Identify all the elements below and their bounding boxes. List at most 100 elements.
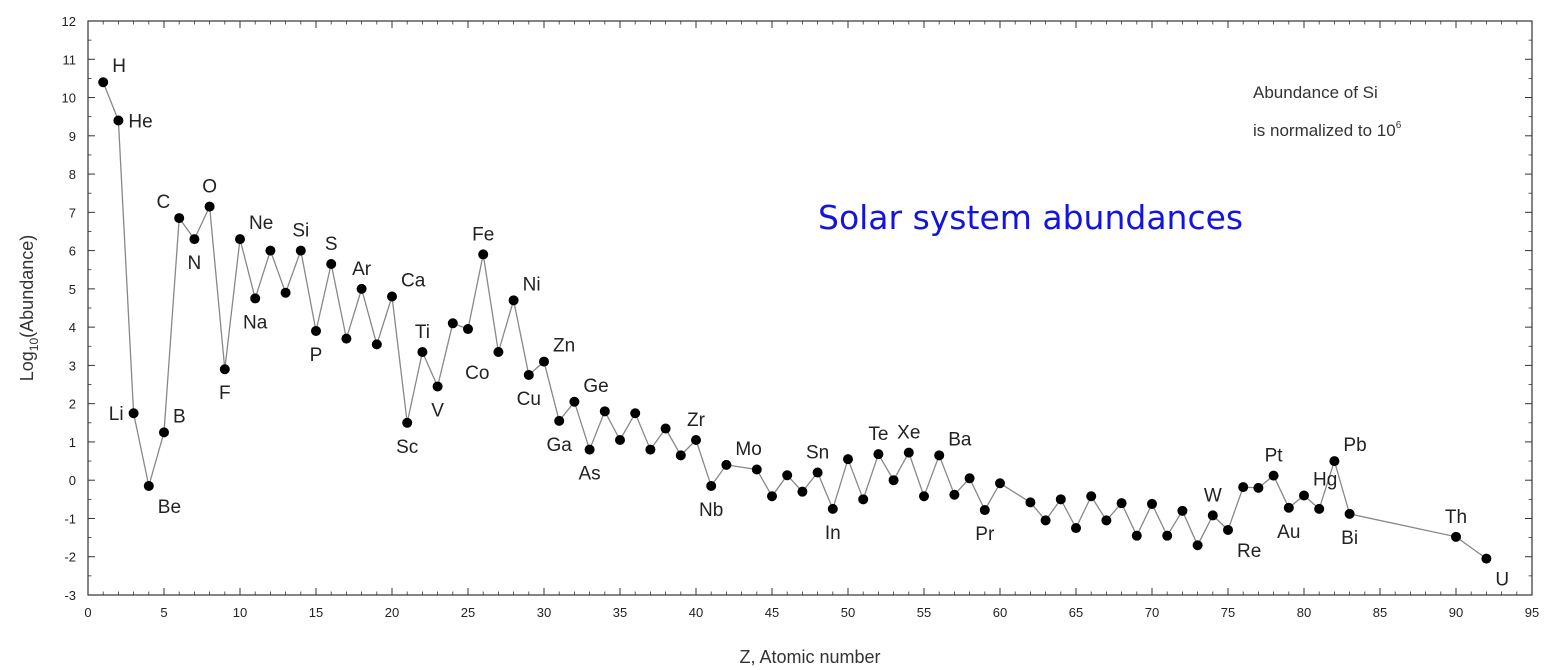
y-tick-label: 12 [62, 14, 76, 29]
data-point [341, 333, 352, 344]
data-point [1162, 530, 1173, 541]
data-point [539, 356, 549, 367]
element-label: Hg [1313, 470, 1337, 491]
data-point [189, 234, 200, 245]
x-tick-label: 15 [309, 605, 323, 620]
data-point [128, 408, 139, 419]
data-point [265, 245, 276, 256]
data-point [143, 480, 154, 491]
data-point [1131, 530, 1142, 541]
x-tick-labels: 0 5 10 15 20 25 30 35 40 45 50 55 60 65 70 75 80 85 90 95 [84, 605, 1539, 620]
data-point [584, 444, 595, 455]
data-point [934, 450, 945, 461]
data-point [1238, 482, 1249, 493]
data-point [1283, 502, 1294, 513]
x-tick-label: 70 [1145, 605, 1159, 620]
element-label: Cu [517, 389, 541, 410]
x-tick-label: 20 [385, 605, 399, 620]
normalization-note-line1: Abundance of Si [1253, 83, 1378, 102]
element-label: Pt [1265, 446, 1284, 467]
y-tick-label: 8 [69, 167, 76, 182]
data-point [113, 115, 124, 126]
y-tick-label: 9 [69, 129, 76, 144]
data-point [964, 473, 975, 484]
normalization-note-main: is normalized to 10 [1253, 121, 1396, 140]
element-label: Ge [583, 376, 608, 397]
x-tick-label: 0 [84, 605, 91, 620]
y-axis-title: Log10(Abundance) [17, 235, 41, 381]
data-point [1071, 523, 1081, 534]
data-point [1344, 508, 1355, 519]
data-point [1223, 524, 1233, 535]
data-point [706, 480, 717, 491]
data-point [691, 435, 701, 446]
element-label: Re [1237, 541, 1261, 562]
element-label: C [156, 192, 170, 213]
element-label: Sc [396, 437, 418, 458]
data-point [432, 381, 443, 392]
element-label: S [325, 234, 338, 255]
data-point [660, 423, 671, 434]
x-tick-label: 80 [1297, 605, 1311, 620]
data-point [447, 318, 458, 329]
data-point [888, 475, 899, 486]
data-point [995, 478, 1005, 489]
data-point [508, 295, 519, 306]
data-point [858, 494, 869, 505]
data-point [204, 201, 215, 212]
data-point [417, 347, 428, 358]
data-point [371, 339, 382, 350]
data-point [767, 491, 777, 502]
x-tick-label: 30 [537, 605, 551, 620]
x-tick-label: 40 [689, 605, 703, 620]
y-tick-label: 3 [69, 358, 76, 373]
data-point [569, 396, 580, 407]
data-point [311, 325, 321, 336]
element-label: Li [109, 404, 124, 425]
x-axis-title: Z, Atomic number [739, 647, 880, 667]
normalization-note-sup: 6 [1396, 120, 1402, 131]
x-tick-label: 25 [461, 605, 475, 620]
data-point [645, 444, 656, 455]
y-tick-label: 5 [69, 282, 76, 297]
data-point [1329, 456, 1340, 467]
element-label: P [310, 345, 323, 366]
element-label: W [1204, 485, 1222, 506]
element-label: Zr [687, 410, 706, 431]
x-tick-label: 50 [841, 605, 855, 620]
element-label: Ne [249, 213, 273, 234]
abundance-series-line [102, 81, 1487, 560]
x-tick-label: 10 [233, 605, 247, 620]
x-tick-label: 60 [993, 605, 1007, 620]
element-label: Ga [547, 435, 573, 456]
x-tick-label: 45 [765, 605, 779, 620]
data-point [782, 470, 793, 481]
element-label: Xe [897, 423, 920, 444]
element-labels: H He Li Be B C N O F Ne Na Si P S Ar Ca Sc Ti V Fe Co Ni Cu Zn G… [109, 56, 1509, 590]
data-point [1101, 515, 1112, 526]
data-point [797, 486, 808, 497]
axis-ticks [87, 20, 1533, 596]
data-point [675, 450, 686, 461]
element-label: Te [868, 424, 888, 445]
element-label: Ti [415, 322, 430, 343]
data-point [1253, 482, 1264, 493]
data-point [1086, 491, 1097, 502]
element-label: Mo [735, 439, 761, 460]
data-point [827, 503, 838, 514]
y-tick-label: 10 [62, 91, 76, 106]
y-tick-label: -3 [64, 588, 76, 603]
x-tick-label: 75 [1221, 605, 1235, 620]
data-point [463, 324, 473, 335]
data-point [280, 287, 291, 298]
y-tick-label: 0 [69, 473, 76, 488]
data-point [1055, 494, 1066, 505]
element-label: F [219, 383, 231, 404]
element-label: O [202, 177, 217, 198]
element-label: Na [243, 312, 268, 333]
data-point [1268, 470, 1279, 481]
data-point [843, 454, 853, 465]
data-point [554, 415, 565, 426]
